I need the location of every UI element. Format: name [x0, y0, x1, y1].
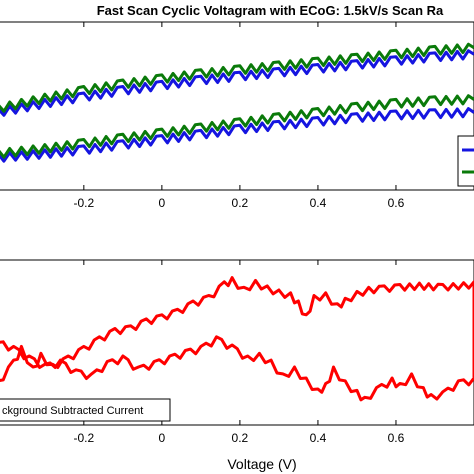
bottom-legend-label: ckground Subtracted Current — [2, 405, 143, 417]
top-legend-box — [457, 135, 474, 187]
bottom-x-tick-label: 0.2 — [232, 431, 249, 445]
bottom-x-tick-label: 0.4 — [310, 431, 327, 445]
bottom-legend-box — [0, 398, 171, 422]
bottom-x-axis-label: Voltage (V) — [227, 456, 296, 472]
top-legend — [457, 135, 474, 187]
top-x-tick-label: 0.6 — [388, 196, 405, 210]
top-series-blue-upper-line — [0, 49, 474, 117]
top-x-tick-label: 0.2 — [232, 196, 249, 210]
bottom-x-tick-label: 0 — [159, 431, 166, 445]
top-chart-title: Fast Scan Cyclic Voltagram with ECoG: 1.… — [97, 3, 444, 18]
top-frame — [0, 21, 474, 191]
bottom-plot-area: -0.2 0 0.2 0.4 0.6 — [0, 259, 474, 445]
top-x-tick-label: -0.2 — [73, 196, 94, 210]
top-series-green-lower-line — [0, 94, 474, 159]
top-plot-area: -0.2 0 0.2 0.4 0.6 — [0, 21, 474, 210]
bottom-x-tick-label: 0.6 — [388, 431, 405, 445]
top-series-blue-lower-line — [0, 107, 474, 163]
bottom-x-tick-label: -0.2 — [73, 431, 94, 445]
bottom-frame — [0, 259, 474, 426]
bottom-series-red-line — [0, 276, 474, 402]
bottom-legend: ckground Subtracted Current — [0, 398, 171, 422]
top-x-tick-label: 0 — [159, 196, 166, 210]
top-series-green-upper-line — [0, 42, 474, 113]
top-x-tick-label: 0.4 — [310, 196, 327, 210]
